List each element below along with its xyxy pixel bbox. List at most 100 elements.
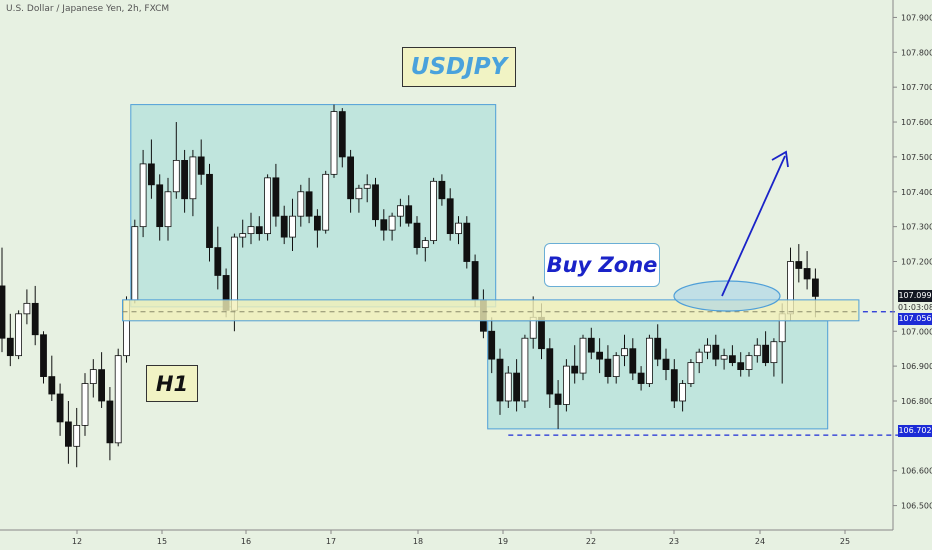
buy-zone-label: Buy Zone: [546, 253, 658, 277]
candle-bear: [372, 184, 379, 221]
countdown-tag: 01:03:08: [898, 302, 932, 314]
candle-bear: [31, 302, 39, 336]
candle-bull: [131, 226, 139, 301]
candle-bear: [762, 344, 769, 364]
candle-bear: [338, 111, 346, 158]
candle-bear: [156, 184, 164, 228]
time-tick-label: 19: [498, 537, 508, 546]
price-tick-label: 106.600: [901, 467, 932, 476]
candle-bear: [729, 355, 736, 364]
candle-bear: [670, 369, 678, 402]
candle-bear: [305, 191, 313, 217]
candle-bear: [571, 365, 579, 374]
current-price-tag: 107.099: [898, 290, 932, 302]
candle-bear: [413, 222, 421, 248]
up-arrow-head: [771, 150, 789, 168]
timeframe-label-box[interactable]: H1: [146, 365, 198, 402]
candle-bear: [272, 177, 280, 217]
price-tick-label: 107.900: [901, 13, 932, 22]
candle-bull: [563, 365, 570, 405]
candle-bear: [513, 372, 520, 402]
candle-bear: [106, 400, 114, 444]
buy-zone-ellipse: [673, 280, 781, 312]
candle-bear: [795, 261, 803, 269]
pair-label-box[interactable]: USDJPY: [402, 47, 516, 87]
candle-bear: [803, 268, 811, 280]
price-tick-label: 107.700: [901, 83, 932, 92]
candle-bull: [504, 372, 512, 402]
candle-bull: [189, 156, 197, 200]
candle-bull: [264, 177, 272, 235]
candle-bull: [695, 351, 703, 364]
time-tick-label: 22: [586, 537, 596, 546]
candle-bear: [206, 173, 213, 248]
candle-bear: [438, 180, 446, 200]
candle-bull: [679, 383, 686, 402]
time-tick-label: 24: [755, 537, 765, 546]
candle-bear: [712, 344, 720, 360]
price-tick-label: 107.600: [901, 118, 932, 127]
time-tick-label: 15: [157, 537, 167, 546]
price-tick-label: 106.500: [901, 502, 932, 511]
symbol-title: U.S. Dollar / Japanese Yen, 2h, FXCM: [6, 4, 170, 14]
candle-bear: [662, 358, 670, 371]
candle-bear: [255, 226, 263, 235]
time-tick-label: 18: [413, 537, 423, 546]
candle-bear: [380, 219, 388, 231]
candle-bull: [396, 205, 404, 217]
candle-bear: [65, 421, 72, 447]
candle-bear: [637, 372, 645, 384]
candle-bull: [89, 369, 97, 384]
time-tick-label: 23: [669, 537, 679, 546]
candle-bear: [280, 215, 288, 238]
candle-bull: [81, 383, 89, 426]
candle-bear: [496, 358, 504, 402]
level-price-tag: 107.056: [898, 313, 932, 325]
candle-bull: [621, 348, 628, 357]
candle-bull: [297, 191, 305, 217]
candle-bull: [164, 191, 172, 228]
candle-bear: [812, 278, 819, 297]
price-tick-label: 107.500: [901, 153, 932, 162]
time-tick-label: 25: [840, 537, 850, 546]
candle-bear: [629, 348, 637, 374]
candle-bear: [596, 351, 603, 360]
candle-bull: [704, 344, 711, 353]
candle-bull: [23, 302, 31, 315]
candle-bull: [172, 159, 180, 193]
candle-bull: [720, 355, 728, 360]
candle-bear: [405, 205, 413, 224]
candle-bull: [239, 233, 247, 238]
candle-bull: [289, 215, 296, 238]
candle-bear: [488, 330, 496, 360]
lower-level-tag: 106.702: [898, 425, 932, 437]
candle-bull: [322, 173, 330, 231]
candle-bull: [687, 362, 695, 384]
candle-bull: [139, 163, 147, 228]
candle-bear: [48, 376, 56, 395]
candle-bear: [0, 285, 6, 339]
candle-bull: [646, 337, 653, 384]
candle-bull: [430, 180, 438, 241]
time-tick-label: 16: [241, 537, 251, 546]
candle-bull: [455, 222, 462, 235]
candle-bear: [446, 198, 454, 235]
timeframe-label: H1: [155, 371, 189, 396]
candle-bear: [587, 337, 595, 353]
candle-bear: [737, 362, 745, 371]
candle-bull: [114, 355, 122, 444]
candle-bull: [230, 236, 238, 311]
candle-bear: [98, 369, 105, 402]
candle-bear: [40, 334, 47, 377]
candle-bull: [73, 424, 81, 447]
up-arrow-shaft: [721, 155, 786, 297]
candle-bear: [604, 358, 612, 377]
candle-bear: [313, 215, 321, 231]
price-tick-label: 106.800: [901, 397, 932, 406]
price-tick-label: 107.400: [901, 188, 932, 197]
candle-bull: [15, 313, 23, 357]
candle-bear: [197, 156, 205, 175]
buy-zone-callout[interactable]: Buy Zone: [544, 243, 660, 287]
